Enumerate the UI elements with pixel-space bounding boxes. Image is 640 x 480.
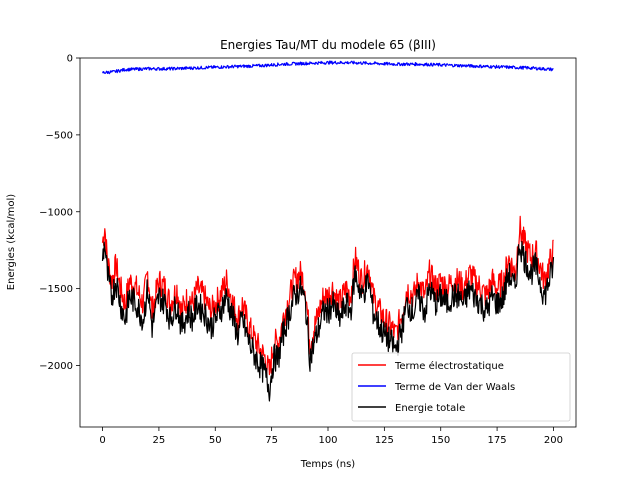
series-line-1 (101, 60, 554, 75)
y-tick-label: −1500 (39, 284, 73, 295)
x-axis-label: Temps (ns) (300, 459, 355, 470)
series-line-2 (101, 240, 555, 402)
legend-label-total-energy: Energie totale (395, 403, 465, 414)
x-tick-label: 75 (265, 435, 278, 446)
y-axis-label: Energies (kcal/mol) (6, 194, 17, 291)
y-axis: 0 −500 −1000 −1500 −2000 (39, 54, 80, 372)
x-axis: 0 25 50 75 100 125 150 175 200 (99, 427, 563, 446)
legend-box (351, 352, 571, 422)
legend-label-electrostatic: Terme électrostatique (394, 360, 504, 372)
x-tick-label: 0 (99, 435, 105, 446)
x-tick-label: 125 (375, 435, 394, 446)
y-tick-label: −1000 (39, 207, 73, 218)
x-tick-label: 50 (209, 435, 222, 446)
x-tick-label: 150 (431, 435, 450, 446)
plot-series (101, 60, 555, 402)
y-tick-label: −2000 (39, 361, 73, 372)
legend: Terme électrostatique Terme de Van der W… (351, 352, 571, 422)
x-tick-label: 175 (488, 435, 507, 446)
y-tick-label: 0 (67, 54, 73, 65)
y-tick-label: −500 (46, 130, 73, 141)
x-tick-label: 25 (153, 435, 166, 446)
legend-label-van-der-waals: Terme de Van der Waals (394, 382, 515, 393)
x-tick-label: 100 (318, 435, 337, 446)
chart-title: Energies Tau/MT du modele 65 (βIII) (220, 38, 436, 52)
x-tick-label: 200 (544, 435, 563, 446)
